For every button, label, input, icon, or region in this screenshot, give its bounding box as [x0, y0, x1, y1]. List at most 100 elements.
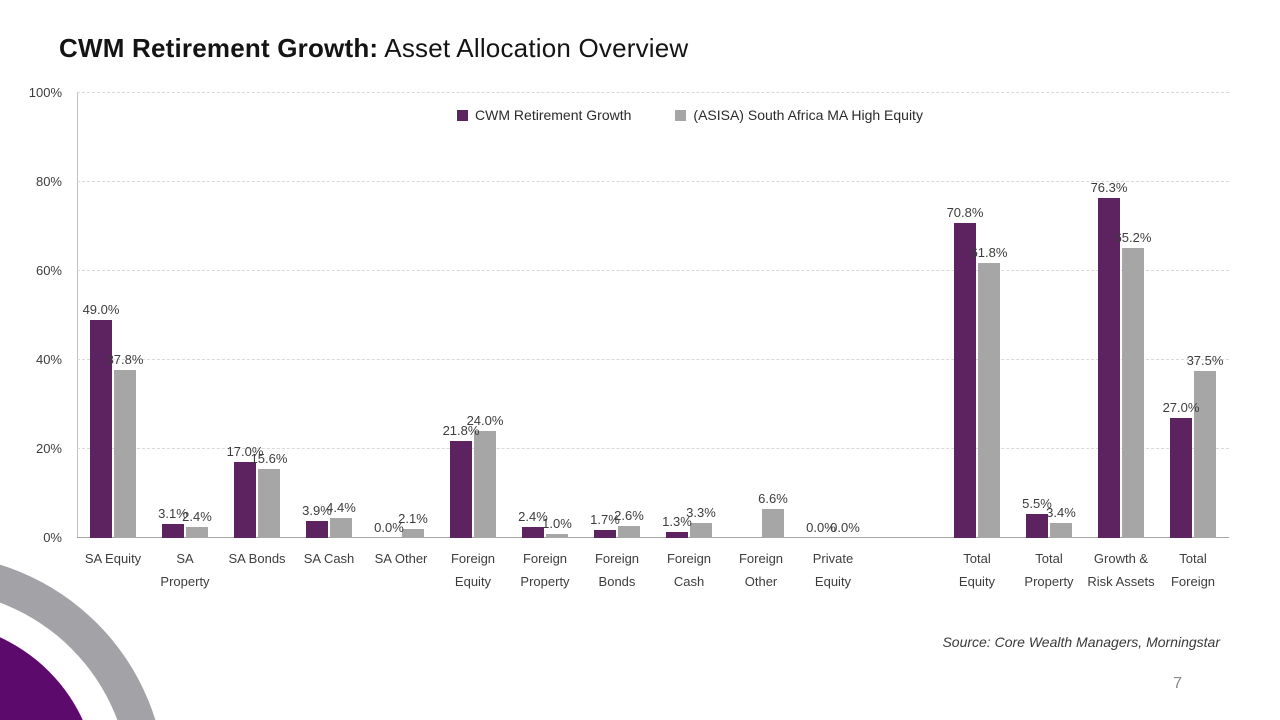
- cwm-value-label-total-property: 5.5%: [1022, 495, 1052, 511]
- asisa-value-label-private-equity: 0.0%: [830, 520, 860, 535]
- y-axis: 0% 20% 40% 60% 80% 100%: [0, 85, 70, 545]
- bar-col-asisa-foreign-bonds: 2.6%: [614, 93, 644, 538]
- x-label-total-equity: Total Equity: [958, 551, 996, 589]
- x-axis-labels: SA Equity SA Property SA Bonds SA Cash SA Oth…: [77, 547, 1229, 607]
- asisa-bar-foreign-equity: [474, 431, 496, 538]
- cwm-bar-sa-property: [162, 524, 184, 538]
- bar-group-foreign-property: 2.4% 1.0%: [518, 93, 572, 538]
- bar-group-sa-property: 3.1% 2.4%: [158, 93, 212, 538]
- x-label-total-foreign: Total Foreign: [1170, 551, 1216, 589]
- bar-col-asisa-sa-other: 2.1%: [398, 93, 428, 538]
- bar-col-cwm-foreign-equity: 21.8%: [443, 93, 479, 538]
- cwm-value-label-sa-other: 0.0%: [374, 520, 404, 535]
- asisa-bar-foreign-cash: [690, 523, 712, 538]
- cwm-value-label-sa-property: 3.1%: [158, 506, 188, 522]
- bar-group-foreign-cash: 1.3% 3.3%: [662, 93, 716, 538]
- source-note: Source: Core Wealth Managers, Morningsta…: [942, 634, 1220, 650]
- cwm-bar-sa-bonds: [234, 462, 256, 538]
- asisa-bar-sa-property: [186, 527, 208, 538]
- cwm-bar-foreign-bonds: [594, 530, 616, 538]
- x-label-sa-property: SA Property: [160, 551, 210, 589]
- x-label-sa-equity: SA Equity: [84, 551, 142, 566]
- asisa-value-label-foreign-cash: 3.3%: [686, 505, 716, 521]
- x-label-foreign-other: Foreign Other: [738, 551, 784, 589]
- bar-col-asisa-foreign-property: 1.0%: [542, 93, 572, 538]
- bar-col-cwm-private-equity: 0.0%: [806, 93, 836, 538]
- bar-col-asisa-sa-equity: 37.8%: [107, 93, 143, 538]
- asisa-bar-foreign-property: [546, 533, 568, 538]
- x-label-sa-cash: SA Cash: [303, 551, 355, 566]
- bar-col-cwm-foreign-other: [738, 93, 760, 538]
- bar-col-asisa-sa-bonds: 15.6%: [251, 93, 287, 538]
- bar-group-foreign-equity: 21.8% 24.0%: [443, 93, 503, 538]
- legend-swatch-asisa-icon: [675, 109, 687, 121]
- bar-col-cwm-sa-property: 3.1%: [158, 93, 188, 538]
- asisa-value-label-sa-property: 2.4%: [182, 509, 212, 525]
- x-label-foreign-property: Foreign Property: [520, 551, 570, 589]
- asisa-bar-total-foreign: [1194, 371, 1216, 538]
- cwm-bar-total-equity: [954, 222, 976, 538]
- gridline-80%: [77, 181, 1229, 182]
- bar-col-cwm-foreign-property: 2.4%: [518, 93, 548, 538]
- x-label-private-equity: Private Equity: [812, 551, 854, 589]
- bar-group-total-property: 5.5% 3.4%: [1022, 93, 1076, 538]
- page-title: CWM Retirement Growth: Asset Allocation …: [59, 33, 688, 64]
- bar-col-cwm-sa-other: 0.0%: [374, 93, 404, 538]
- bar-group-total-foreign: 27.0% 37.5%: [1163, 93, 1223, 538]
- bar-col-asisa-foreign-cash: 3.3%: [686, 93, 716, 538]
- asisa-value-label-growth-risk-assets: 65.2%: [1114, 229, 1152, 245]
- asisa-value-label-foreign-bonds: 2.6%: [614, 508, 644, 524]
- y-tick-80%: 80%: [35, 174, 62, 189]
- x-label-foreign-cash: Foreign Cash: [666, 551, 712, 589]
- legend-swatch-cwm-icon: [457, 109, 469, 121]
- bar-col-asisa-foreign-equity: 24.0%: [467, 93, 503, 538]
- bar-group-foreign-other: 6.6%: [738, 93, 788, 538]
- asisa-value-label-foreign-equity: 24.0%: [466, 413, 504, 429]
- bar-col-asisa-total-property: 3.4%: [1046, 93, 1076, 538]
- asisa-bar-total-property: [1050, 522, 1072, 538]
- cwm-bar-total-property: [1026, 513, 1048, 538]
- cwm-value-label-total-equity: 70.8%: [946, 204, 984, 220]
- cwm-value-label-private-equity: 0.0%: [806, 520, 836, 535]
- cwm-bar-total-foreign: [1170, 417, 1192, 538]
- bar-col-cwm-sa-bonds: 17.0%: [227, 93, 263, 538]
- cwm-value-label-total-foreign: 27.0%: [1162, 399, 1200, 415]
- plot-area: CWM Retirement Growth (ASISA) South Afri…: [77, 92, 1229, 538]
- legend-item-asisa: (ASISA) South Africa MA High Equity: [675, 107, 923, 123]
- page-title-regular: Asset Allocation Overview: [378, 33, 689, 63]
- bar-col-cwm-foreign-bonds: 1.7%: [590, 93, 620, 538]
- bar-col-cwm-foreign-cash: 1.3%: [662, 93, 692, 538]
- cwm-bar-sa-cash: [306, 520, 328, 538]
- cwm-value-label-sa-equity: 49.0%: [82, 301, 120, 317]
- x-label-sa-bonds: SA Bonds: [228, 551, 286, 566]
- asisa-bar-foreign-bonds: [618, 526, 640, 538]
- gridline-40%: [77, 359, 1229, 360]
- cwm-bar-foreign-property: [522, 527, 544, 538]
- bar-group-total-equity: 70.8% 61.8%: [947, 93, 1007, 538]
- bar-group-foreign-bonds: 1.7% 2.6%: [590, 93, 644, 538]
- bar-col-asisa-foreign-other: 6.6%: [758, 93, 788, 538]
- y-tick-20%: 20%: [35, 441, 62, 456]
- page-number: 7: [1173, 675, 1182, 692]
- y-tick-0%: 0%: [43, 530, 62, 545]
- asisa-value-label-sa-cash: 4.4%: [326, 500, 356, 516]
- cwm-value-label-foreign-cash: 1.3%: [662, 514, 692, 530]
- cwm-value-label-growth-risk-assets: 76.3%: [1090, 180, 1128, 196]
- legend-label-cwm: CWM Retirement Growth: [475, 107, 632, 123]
- bar-group-private-equity: 0.0% 0.0%: [806, 93, 860, 538]
- gridline-20%: [77, 448, 1229, 449]
- asisa-bar-total-equity: [978, 263, 1000, 538]
- y-axis-line: [77, 93, 78, 538]
- x-label-growth-risk-assets: Growth & Risk Assets: [1087, 551, 1155, 589]
- cwm-bar-foreign-equity: [450, 441, 472, 538]
- cwm-value-label-foreign-property: 2.4%: [518, 509, 548, 525]
- bar-group-sa-other: 0.0% 2.1%: [374, 93, 428, 538]
- legend-label-asisa: (ASISA) South Africa MA High Equity: [693, 107, 923, 123]
- chart-legend: CWM Retirement Growth (ASISA) South Afri…: [77, 107, 1229, 123]
- bar-col-cwm-growth-risk-assets: 76.3%: [1091, 93, 1127, 538]
- asisa-bar-sa-cash: [330, 518, 352, 538]
- bar-col-cwm-total-equity: 70.8%: [947, 93, 983, 538]
- bar-col-asisa-total-foreign: 37.5%: [1187, 93, 1223, 538]
- page-title-bold: CWM Retirement Growth:: [59, 33, 379, 63]
- x-label-sa-other: SA Other: [374, 551, 428, 566]
